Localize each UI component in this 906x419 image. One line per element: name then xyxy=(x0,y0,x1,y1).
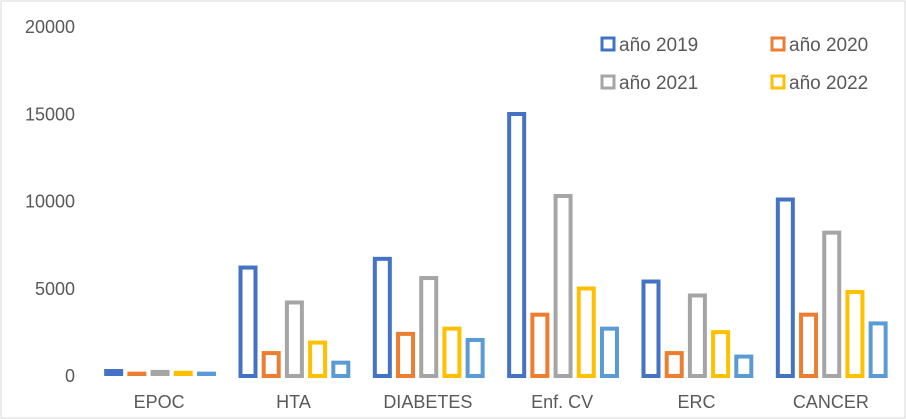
bar xyxy=(284,300,304,378)
bar xyxy=(868,321,888,378)
x-tick-label: ERC xyxy=(677,392,715,412)
bar xyxy=(196,371,216,376)
bar xyxy=(530,312,550,378)
bar xyxy=(442,326,462,379)
bar xyxy=(845,289,865,378)
bar xyxy=(599,326,619,379)
bar xyxy=(553,194,573,378)
bar xyxy=(664,351,684,379)
legend: año 2019 año 2020 año 2021 año 2022 xyxy=(600,35,868,94)
x-tick-label: DIABETES xyxy=(383,392,472,412)
bar xyxy=(104,369,124,376)
bar xyxy=(238,265,258,378)
bar xyxy=(687,293,707,378)
bar xyxy=(799,312,819,378)
y-tick-label: 0 xyxy=(65,366,75,386)
bar xyxy=(173,370,193,376)
y-tick-label: 20000 xyxy=(25,17,75,37)
x-tick-label: Enf. CV xyxy=(531,392,593,412)
bar xyxy=(465,337,485,379)
x-tick-label: HTA xyxy=(276,392,311,412)
y-tick-label: 15000 xyxy=(25,104,75,124)
y-axis: 0 5000 10000 15000 20000 xyxy=(25,17,75,386)
legend-label: año 2020 xyxy=(789,35,868,56)
y-tick-label: 10000 xyxy=(25,192,75,212)
bars xyxy=(104,112,888,379)
bar xyxy=(775,197,795,378)
legend-label: año 2022 xyxy=(789,73,868,94)
legend-label: año 2019 xyxy=(619,35,698,56)
bar xyxy=(308,340,328,379)
y-tick-label: 5000 xyxy=(35,279,75,299)
legend-swatch xyxy=(600,74,616,90)
bar xyxy=(822,230,842,378)
bar xyxy=(150,369,170,376)
bar xyxy=(711,330,731,379)
bar xyxy=(372,256,392,378)
bar xyxy=(641,279,661,378)
x-tick-label: EPOC xyxy=(134,392,185,412)
legend-swatch xyxy=(600,36,616,52)
bar xyxy=(127,371,147,376)
legend-swatch xyxy=(770,36,786,52)
bar xyxy=(576,286,596,379)
bar xyxy=(507,112,527,378)
bar xyxy=(396,331,416,378)
bar xyxy=(331,360,351,379)
legend-label: año 2021 xyxy=(619,73,698,94)
bar xyxy=(734,354,754,378)
bar xyxy=(261,351,281,379)
bar xyxy=(419,276,439,378)
x-tick-label: CANCER xyxy=(793,392,869,412)
x-axis: EPOC HTA DIABETES Enf. CV ERC CANCER xyxy=(134,392,869,412)
legend-swatch xyxy=(770,74,786,90)
